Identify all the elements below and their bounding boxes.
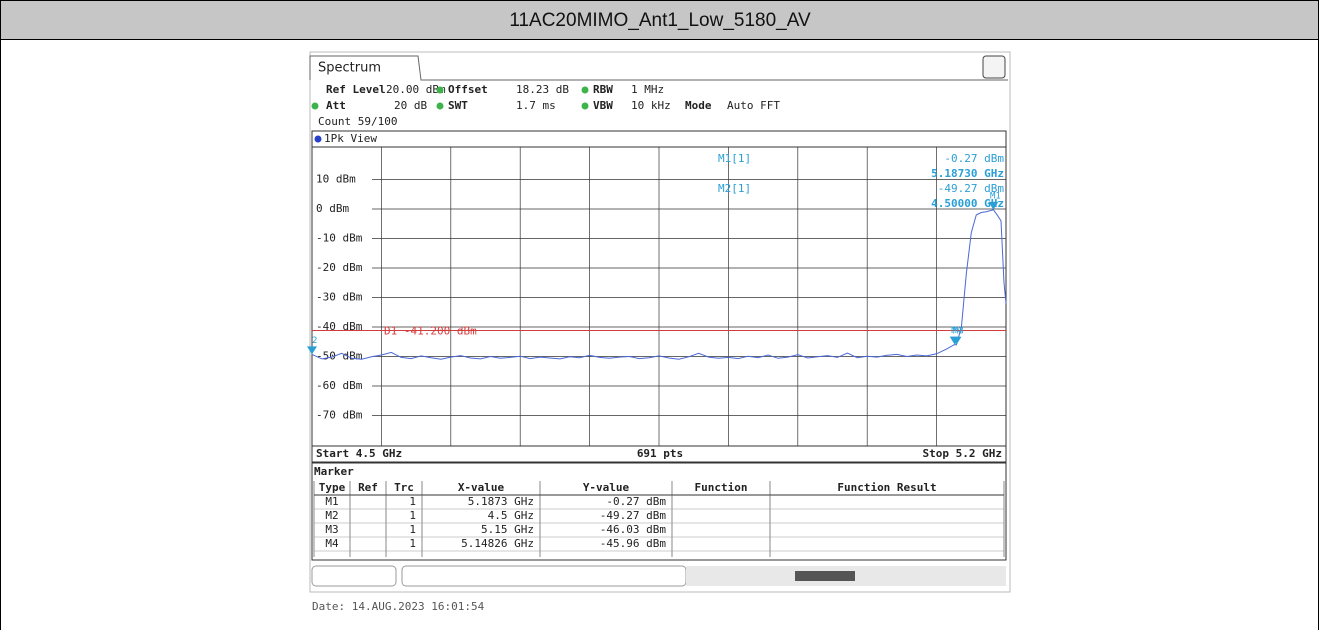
table-cell: -45.96 dBm: [600, 537, 667, 550]
table-cell: M4: [325, 537, 339, 550]
table-cell: -0.27 dBm: [606, 495, 666, 508]
status-box: [311, 565, 397, 587]
table-cell: 1: [409, 495, 416, 508]
status-progress: [795, 571, 855, 581]
marker-table-title: Marker: [314, 465, 354, 478]
tab-label: Spectrum: [318, 61, 381, 76]
setting-label: Offset: [448, 83, 488, 96]
status-dot: [581, 86, 589, 94]
start-label: Start 4.5 GHz: [316, 447, 402, 460]
table-cell: 5.14826 GHz: [461, 537, 534, 550]
table-cell: -46.03 dBm: [600, 523, 667, 536]
setting-label: Mode: [685, 99, 712, 112]
setting-value: 10 kHz: [631, 99, 671, 112]
setting-label: VBW: [593, 99, 613, 112]
readout-freq: 4.50000 GHz: [931, 197, 1004, 210]
status-dot: [581, 102, 589, 110]
y-tick-label: -40 dBm: [316, 320, 363, 333]
status-dot: [436, 102, 444, 110]
table-header: Y-value: [583, 481, 630, 494]
table-cell: M1: [325, 495, 338, 508]
table-cell: 5.15 GHz: [481, 523, 534, 536]
y-tick-label: -20 dBm: [316, 261, 363, 274]
y-tick-label: -10 dBm: [316, 232, 363, 245]
table-cell: 1: [409, 537, 416, 550]
stop-label: Stop 5.2 GHz: [923, 447, 1002, 460]
setting-value: 18.23 dB: [516, 83, 569, 96]
status-dot: [311, 102, 319, 110]
status-dot: [436, 86, 444, 94]
table-cell: 1: [409, 523, 416, 536]
points-label: 691 pts: [637, 447, 683, 460]
count: Count 59/100: [318, 115, 397, 128]
setting-value: 1 MHz: [631, 83, 664, 96]
table-header: Type: [319, 481, 346, 494]
readout-name: M2[1]: [718, 182, 751, 195]
table-cell: 4.5 GHz: [488, 509, 534, 522]
table-cell: 1: [409, 509, 416, 522]
marker: [307, 346, 317, 355]
marker-label: M4: [951, 326, 962, 336]
marker-label: M3: [953, 326, 964, 336]
marker-label: 2: [312, 336, 317, 346]
readout-freq: 5.18730 GHz: [931, 167, 1004, 180]
marker-label: M1: [990, 191, 1001, 201]
y-tick-label: -70 dBm: [316, 409, 363, 422]
setting-value: 20 dB: [394, 99, 427, 112]
trace: [311, 209, 1007, 360]
readout-level: -0.27 dBm: [944, 152, 1004, 165]
setting-value: 1.7 ms: [516, 99, 556, 112]
view-bar: [311, 130, 1007, 148]
setting-label: Att: [326, 99, 346, 112]
setting-label: Ref Level: [326, 83, 386, 96]
view-label: 1Pk View: [324, 132, 377, 145]
header-bar: [1, 1, 1318, 39]
y-tick-label: -50 dBm: [316, 350, 363, 363]
table-cell: M2: [325, 509, 338, 522]
table-header: Trc: [394, 481, 414, 494]
table-header: Function: [695, 481, 748, 494]
setting-value: 20.00 dBm: [386, 83, 446, 96]
status-box: [401, 565, 687, 587]
table-cell: -49.27 dBm: [600, 509, 667, 522]
y-tick-label: -60 dBm: [316, 379, 363, 392]
readout-name: M1[1]: [718, 152, 751, 165]
y-tick-label: -30 dBm: [316, 291, 363, 304]
marker-panel: [311, 462, 1007, 561]
setting-label: RBW: [593, 83, 613, 96]
table-header: Ref: [358, 481, 378, 494]
setting-value: Auto FFT: [727, 99, 780, 112]
marker: [949, 336, 960, 345]
table-header: Function Result: [837, 481, 936, 494]
table-header: X-value: [458, 481, 505, 494]
display-line-label: D1 -41.200 dBm: [384, 325, 477, 338]
y-tick-label: 10 dBm: [316, 173, 356, 186]
header-title: 11AC20MIMO_Ant1_Low_5180_AV: [509, 10, 811, 31]
y-tick-label: 0 dBm: [316, 202, 349, 215]
tab-icon: [982, 55, 1006, 79]
marker: [988, 201, 999, 210]
tab-outline: [309, 55, 1008, 81]
table-cell: M3: [325, 523, 338, 536]
view-dot: [314, 135, 322, 143]
table-cell: 5.1873 GHz: [468, 495, 534, 508]
date: Date: 14.AUG.2023 16:01:54: [312, 600, 485, 613]
setting-label: SWT: [448, 99, 468, 112]
readout-level: -49.27 dBm: [938, 182, 1005, 195]
